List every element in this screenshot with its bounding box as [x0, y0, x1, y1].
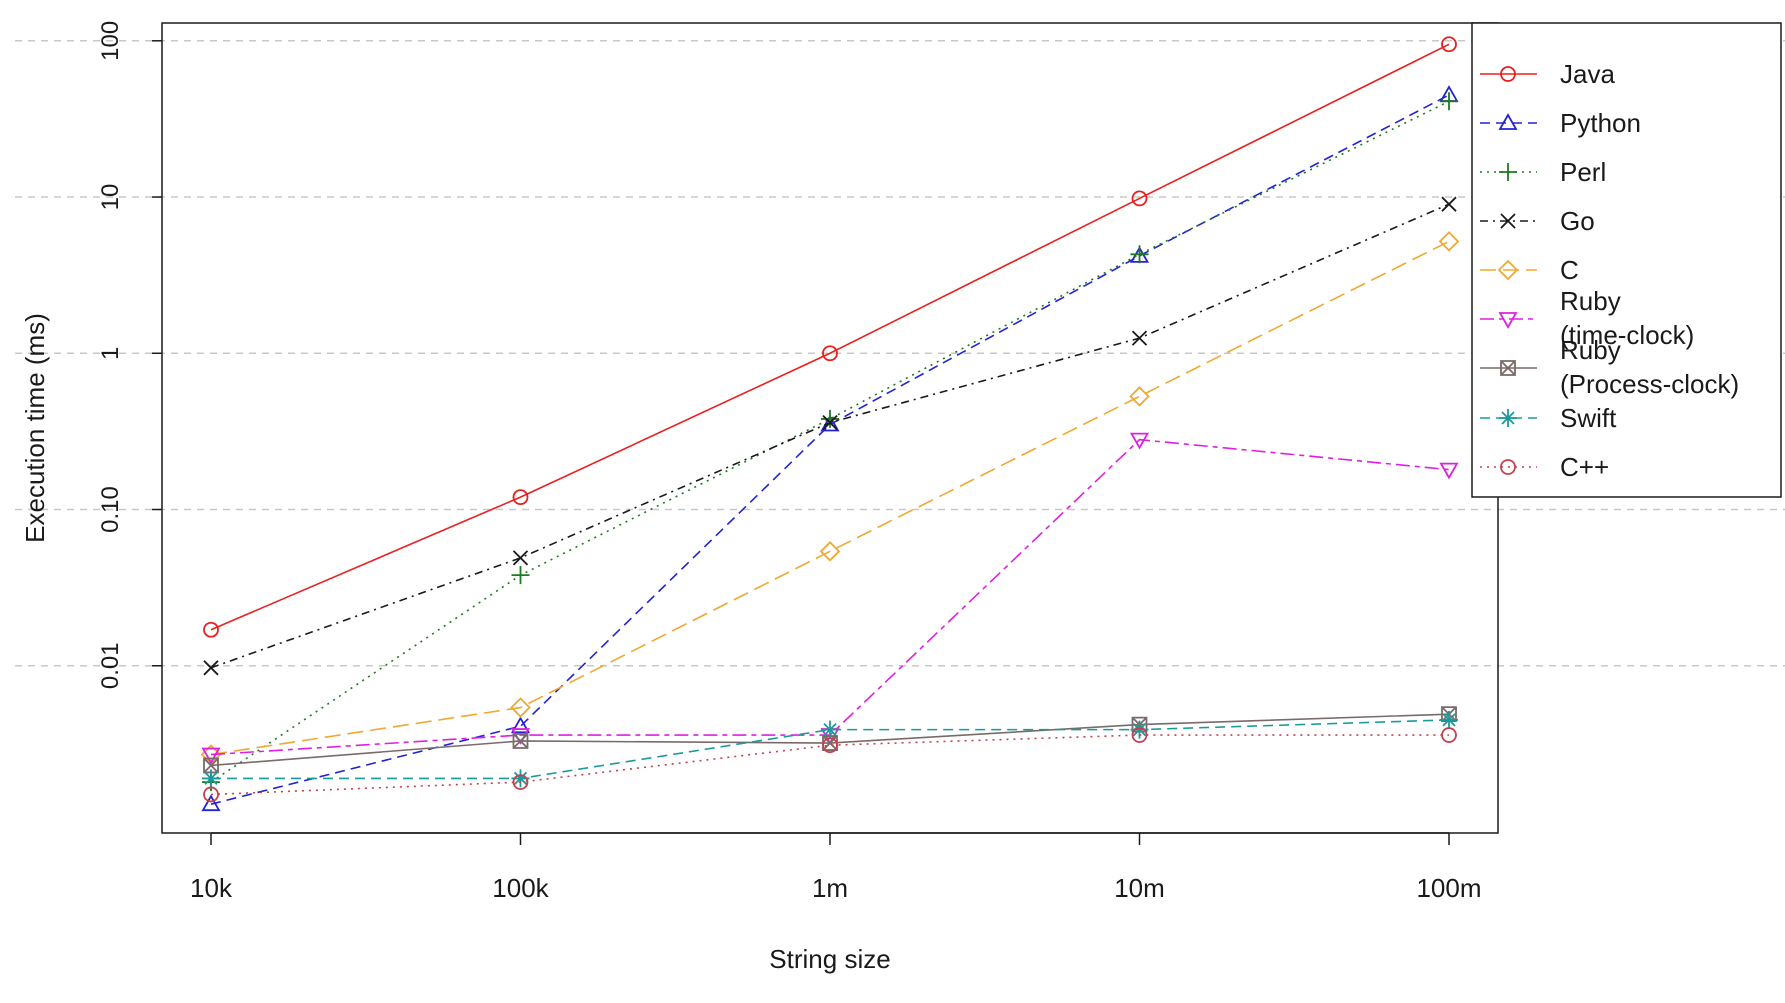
- legend-label: Ruby: [1560, 335, 1621, 365]
- legend-label: Swift: [1560, 403, 1617, 433]
- legend-marker: [1500, 66, 1516, 82]
- x-axis-label: String size: [769, 944, 890, 974]
- legend-label: C: [1560, 255, 1579, 285]
- plot-frame: [161, 22, 1499, 834]
- data-point: [512, 550, 529, 566]
- data-point: [1129, 432, 1150, 450]
- legend-item: Ruby (time-clock): [1480, 286, 1694, 350]
- y-tick-label: 100: [97, 21, 124, 61]
- data-point: [821, 409, 839, 428]
- x-tick-label: 10m: [1114, 873, 1165, 903]
- legend-label: (time-clock): [1560, 320, 1694, 350]
- data-point: [1438, 231, 1460, 252]
- data-point: [1441, 36, 1457, 53]
- axes: 0.01 0.10 1 10 100 10k 100k 1m 10m 100m: [97, 21, 1482, 903]
- series: [200, 36, 1460, 812]
- data-point: [512, 489, 529, 506]
- data-point: [201, 747, 221, 765]
- x-tick-label: 1m: [812, 873, 848, 903]
- legend-label: (Process-clock): [1560, 369, 1739, 399]
- data-point: [1441, 727, 1457, 743]
- legend-marker: [1499, 409, 1517, 427]
- data-point: [512, 774, 529, 790]
- series-python: [201, 85, 1459, 812]
- data-point: [203, 660, 219, 676]
- legend-marker: [1500, 213, 1516, 229]
- data-point: [1440, 710, 1458, 729]
- data-point: [1130, 245, 1149, 264]
- legend-item: Perl: [1480, 157, 1606, 187]
- series-ruby-process-clock: [203, 706, 1457, 774]
- data-point: [510, 697, 531, 718]
- series-line: [210, 43, 1450, 631]
- series-line: [210, 240, 1450, 756]
- series-go: [203, 196, 1457, 676]
- y-axis-label: Execution time (ms): [20, 313, 50, 543]
- legend-label: Perl: [1560, 157, 1606, 187]
- legend-item: C++: [1480, 452, 1609, 482]
- legend-label: Python: [1560, 108, 1641, 138]
- y-tick-label: 1: [97, 347, 124, 360]
- y-tick-label: 0.10: [97, 486, 124, 533]
- legend-box: [1471, 22, 1782, 498]
- data-point: [201, 794, 221, 812]
- legend-item: Go: [1480, 206, 1595, 236]
- legend-label: Java: [1560, 59, 1615, 89]
- legend-label: Go: [1560, 206, 1595, 236]
- series-line: [210, 438, 1450, 756]
- series-line: [210, 94, 1450, 805]
- legend-marker: [1500, 459, 1516, 475]
- x-tick-label: 10k: [190, 873, 233, 903]
- legend-item: Swift: [1480, 403, 1617, 433]
- data-point: [512, 733, 529, 749]
- series-swift: [202, 710, 1458, 788]
- legend-marker: [1498, 113, 1518, 130]
- series-line: [210, 203, 1450, 669]
- data-point: [822, 345, 838, 362]
- legend-marker: [1499, 163, 1517, 181]
- series-c: [200, 231, 1460, 765]
- series-ruby-time-clock: [201, 432, 1459, 765]
- legend-item: C: [1480, 255, 1579, 285]
- legend-marker: [1498, 312, 1518, 329]
- legend-label: Ruby: [1560, 286, 1621, 316]
- data-point: [203, 621, 219, 638]
- data-point: [1440, 92, 1458, 111]
- data-point: [1131, 190, 1148, 207]
- legend-item: Ruby (Process-clock): [1480, 335, 1739, 399]
- data-point: [822, 737, 838, 754]
- data-point: [1131, 727, 1148, 743]
- legend-item: Python: [1480, 108, 1641, 138]
- data-point: [202, 769, 220, 788]
- data-point: [1130, 720, 1149, 739]
- x-tick-label: 100m: [1416, 873, 1481, 903]
- x-tick-label: 100k: [492, 873, 549, 903]
- series-line: [210, 100, 1450, 783]
- data-point: [1441, 196, 1457, 212]
- legend-marker: [1497, 259, 1519, 281]
- data-point: [511, 566, 530, 585]
- y-tick-label: 10: [97, 184, 124, 211]
- data-point: [510, 716, 531, 734]
- data-point: [203, 786, 219, 803]
- data-point: [203, 757, 219, 774]
- data-point: [1129, 386, 1150, 407]
- data-point: [1439, 462, 1459, 480]
- legend-marker: [1500, 360, 1516, 376]
- series-java: [203, 36, 1457, 638]
- legend: JavaPythonPerlGoCRuby(time-clock)Ruby(Pr…: [1471, 22, 1782, 498]
- data-point: [822, 414, 838, 431]
- data-point: [819, 541, 841, 562]
- data-point: [1131, 330, 1148, 346]
- legend-item: Java: [1480, 59, 1615, 89]
- data-point: [511, 769, 530, 788]
- y-tick-label: 0.01: [97, 642, 124, 689]
- data-point: [821, 720, 839, 739]
- series-c: [203, 727, 1457, 803]
- legend-label: C++: [1560, 452, 1609, 482]
